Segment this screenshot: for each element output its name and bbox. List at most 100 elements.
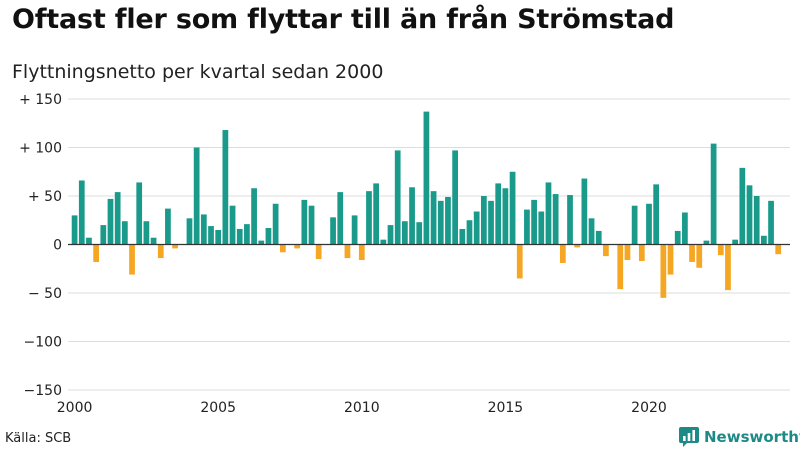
bar-2010-q4 xyxy=(380,239,387,245)
bar-2018-q2 xyxy=(595,230,602,245)
bar-2020-q2 xyxy=(653,184,660,245)
bar-2022-q3 xyxy=(717,244,724,256)
bar-2021-q1 xyxy=(674,230,681,245)
y-tick-label: −150 xyxy=(24,383,62,399)
bar-2005-q1 xyxy=(215,229,222,245)
bar-2006-q2 xyxy=(251,188,257,245)
bar-2016-q1 xyxy=(531,199,537,245)
bar-2001-q2 xyxy=(107,198,114,245)
y-tick-label: + 50 xyxy=(28,189,62,205)
bar-2007-q2 xyxy=(279,244,286,253)
bar-2015-q2 xyxy=(509,171,516,245)
bar-2014-q3 xyxy=(488,200,494,245)
bar-2006-q4 xyxy=(265,228,272,245)
bar-2002-q2 xyxy=(136,182,143,245)
bar-2000-q2 xyxy=(78,180,85,245)
bar-2009-q1 xyxy=(330,217,336,245)
x-tick-label: 2005 xyxy=(200,400,236,416)
bar-2019-q2 xyxy=(624,244,631,261)
bar-2017-q4 xyxy=(581,178,588,245)
y-tick-label: 0 xyxy=(53,238,62,254)
bar-2021-q4 xyxy=(696,244,703,268)
bar-2008-q1 xyxy=(301,199,308,245)
brand-logo: Newsworthy xyxy=(679,427,800,447)
y-tick-label: + 100 xyxy=(19,141,62,157)
bar-2014-q2 xyxy=(480,196,487,245)
bar-2018-q3 xyxy=(603,244,609,257)
bar-2021-q2 xyxy=(682,212,688,245)
bar-2018-q1 xyxy=(588,218,595,245)
bar-2013-q3 xyxy=(459,228,466,245)
bar-2024-q3 xyxy=(775,244,782,255)
x-tick-label: 2020 xyxy=(631,400,667,416)
bar-2016-q3 xyxy=(545,182,552,245)
bar-2015-q4 xyxy=(524,209,530,245)
bar-2007-q4 xyxy=(294,244,301,249)
x-axis-labels: 2000 2005 2010 2015 2020 xyxy=(57,400,667,416)
bar-chart: + 150 + 100 + 50 0 − 50 −100 −150 2000 2005 2010… xyxy=(19,92,790,416)
brand-name: Newsworthy xyxy=(704,428,800,446)
bar-2017-q1 xyxy=(559,244,566,263)
y-tick-label: −100 xyxy=(24,335,62,351)
bar-2009-q2 xyxy=(337,192,344,245)
bar-2007-q1 xyxy=(272,203,279,245)
x-tick-label: 2010 xyxy=(344,400,380,416)
bar-2004-q3 xyxy=(200,214,207,245)
bar-2001-q3 xyxy=(114,192,121,245)
bar-2011-q4 xyxy=(409,187,415,245)
bar-2004-q1 xyxy=(186,218,193,245)
bar-2020-q4 xyxy=(667,244,674,275)
bar-2012-q2 xyxy=(423,111,430,245)
bar-2010-q2 xyxy=(366,191,372,245)
bar-2015-q1 xyxy=(502,188,509,245)
x-tick-label: 2015 xyxy=(488,400,524,416)
bar-2000-q3 xyxy=(86,237,92,245)
bar-2003-q3 xyxy=(172,244,178,249)
bar-2005-q3 xyxy=(229,205,236,245)
bar-2012-q4 xyxy=(437,200,444,245)
bar-2012-q3 xyxy=(430,191,437,245)
bar-2000-q4 xyxy=(93,244,99,262)
bar-2002-q1 xyxy=(129,244,135,275)
bar-2012-q1 xyxy=(416,222,423,245)
chart-subtitle: Flyttningsnetto per kvartal sedan 2000 xyxy=(12,61,384,83)
bar-2013-q2 xyxy=(452,150,458,245)
bar-2022-q1 xyxy=(703,240,710,245)
bar-2021-q3 xyxy=(689,244,695,262)
bars xyxy=(71,111,782,298)
bar-2011-q1 xyxy=(387,225,394,245)
bar-2000-q1 xyxy=(71,215,78,245)
bar-2016-q4 xyxy=(552,194,559,245)
bar-2022-q4 xyxy=(725,244,731,291)
bar-2024-q2 xyxy=(768,200,774,245)
bar-2014-q1 xyxy=(473,211,480,245)
bar-2020-q1 xyxy=(646,203,652,245)
bar-2010-q1 xyxy=(358,244,365,261)
bar-2019-q3 xyxy=(631,205,638,245)
y-tick-label: − 50 xyxy=(28,286,62,302)
bar-2008-q3 xyxy=(315,244,322,260)
newsworthy-logo-icon xyxy=(679,427,699,447)
bar-2009-q4 xyxy=(351,215,358,245)
bar-2001-q4 xyxy=(121,221,128,245)
y-tick-label: + 150 xyxy=(19,92,62,108)
bar-2023-q1 xyxy=(732,239,739,245)
bar-2019-q4 xyxy=(638,244,645,261)
bar-2024-q1 xyxy=(761,235,767,245)
source-note: Källa: SCB xyxy=(5,431,72,446)
bar-2017-q2 xyxy=(567,195,573,245)
bar-2019-q1 xyxy=(617,244,624,290)
bar-2008-q2 xyxy=(308,205,315,245)
bar-2022-q2 xyxy=(710,143,717,245)
bar-2016-q2 xyxy=(538,211,545,245)
chart-title: Oftast fler som flyttar till än från Str… xyxy=(12,4,675,35)
bar-2002-q3 xyxy=(143,221,150,245)
bar-2014-q4 xyxy=(495,183,502,245)
bar-2002-q4 xyxy=(150,237,157,245)
bar-2020-q3 xyxy=(660,244,667,298)
bar-2004-q2 xyxy=(193,147,200,245)
bar-2015-q3 xyxy=(516,244,523,279)
bar-2023-q3 xyxy=(746,185,753,245)
bar-2005-q2 xyxy=(222,130,229,245)
bar-2017-q3 xyxy=(574,244,581,248)
